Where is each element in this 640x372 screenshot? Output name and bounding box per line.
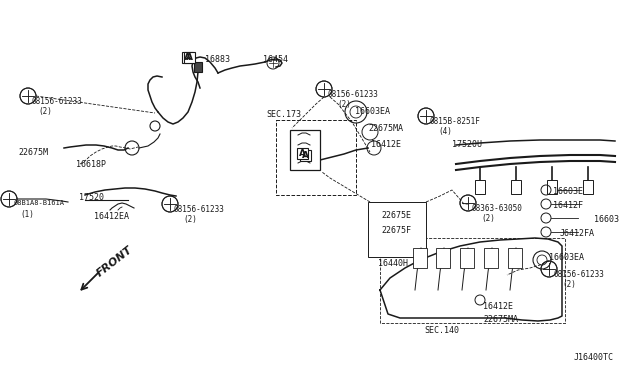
Text: 16883: 16883	[205, 55, 230, 64]
Text: (2): (2)	[337, 100, 351, 109]
FancyBboxPatch shape	[413, 248, 428, 268]
FancyBboxPatch shape	[508, 248, 522, 268]
FancyBboxPatch shape	[300, 150, 310, 160]
FancyBboxPatch shape	[547, 180, 557, 194]
FancyBboxPatch shape	[296, 148, 307, 158]
Text: 08363-63050: 08363-63050	[472, 204, 523, 213]
FancyBboxPatch shape	[194, 62, 202, 72]
Text: 08156-61233: 08156-61233	[174, 205, 225, 214]
FancyBboxPatch shape	[184, 51, 195, 62]
Bar	[380, 238, 565, 323]
Text: 08156-61233: 08156-61233	[553, 270, 604, 279]
Text: 16618P: 16618P	[76, 160, 106, 169]
Text: 17520U: 17520U	[452, 140, 482, 149]
FancyBboxPatch shape	[475, 180, 485, 194]
Text: 16412EA: 16412EA	[94, 212, 129, 221]
FancyBboxPatch shape	[460, 248, 474, 268]
FancyBboxPatch shape	[436, 248, 451, 268]
FancyBboxPatch shape	[511, 180, 522, 194]
FancyBboxPatch shape	[290, 130, 320, 170]
Text: 16603EA: 16603EA	[549, 253, 584, 262]
FancyBboxPatch shape	[484, 248, 499, 268]
Text: 16603: 16603	[594, 215, 619, 224]
Text: A: A	[301, 151, 308, 160]
Text: FRONT: FRONT	[95, 245, 135, 279]
Text: 16412E: 16412E	[371, 140, 401, 149]
Text: (2): (2)	[481, 214, 495, 223]
Text: 22675MA: 22675MA	[368, 124, 403, 133]
Text: 0815B-8251F: 0815B-8251F	[430, 117, 481, 126]
Text: SEC.173: SEC.173	[266, 110, 301, 119]
Text: 16603EA: 16603EA	[355, 107, 390, 116]
FancyBboxPatch shape	[582, 180, 593, 194]
Text: 17520: 17520	[79, 193, 104, 202]
Text: (2): (2)	[562, 280, 576, 289]
FancyBboxPatch shape	[182, 51, 193, 62]
Text: 16412E: 16412E	[483, 302, 513, 311]
Text: 16412F: 16412F	[553, 201, 583, 210]
Text: (2): (2)	[183, 215, 197, 224]
Text: 16603E: 16603E	[553, 187, 583, 196]
Text: A: A	[298, 148, 305, 157]
Bar	[368, 202, 426, 257]
Text: 22675M: 22675M	[18, 148, 48, 157]
Text: (4): (4)	[438, 127, 452, 136]
Text: (2): (2)	[38, 107, 52, 116]
Text: 08B1A8-B161A: 08B1A8-B161A	[13, 200, 64, 206]
Text: 16440H: 16440H	[378, 259, 408, 268]
Text: SEC.140: SEC.140	[424, 326, 459, 335]
Bar	[276, 120, 356, 195]
Text: A: A	[186, 52, 193, 61]
Text: 22675E: 22675E	[381, 211, 411, 220]
Text: J16400TC: J16400TC	[574, 353, 614, 362]
Text: 22675MA: 22675MA	[483, 315, 518, 324]
Text: 22675F: 22675F	[381, 226, 411, 235]
Text: A: A	[184, 52, 191, 61]
Text: 16454: 16454	[263, 55, 288, 64]
Text: (1): (1)	[20, 210, 34, 219]
Text: 08156-61233: 08156-61233	[32, 97, 83, 106]
Text: J6412FA: J6412FA	[560, 229, 595, 238]
Text: 08156-61233: 08156-61233	[328, 90, 379, 99]
